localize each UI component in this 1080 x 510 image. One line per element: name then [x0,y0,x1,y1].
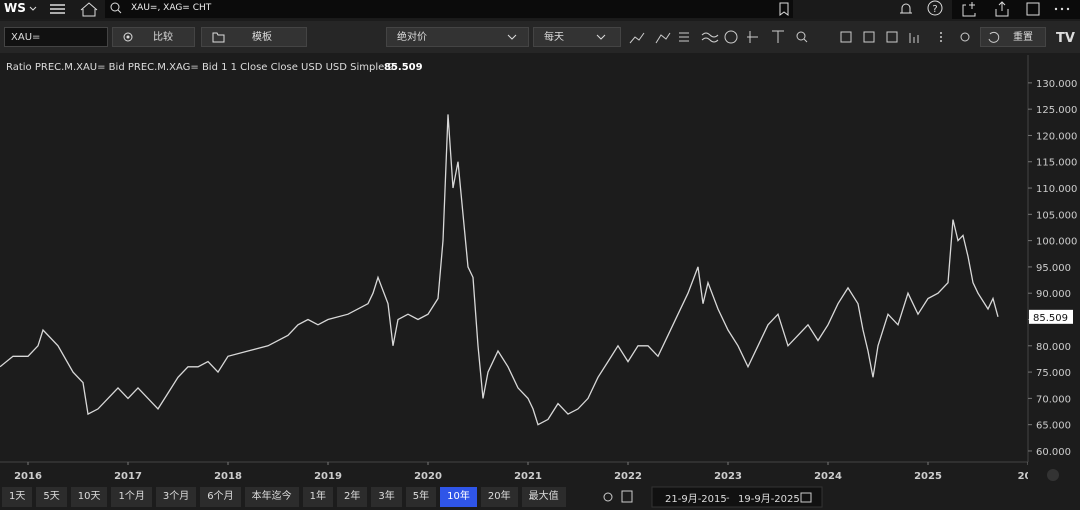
range-button[interactable]: 10天 [70,487,108,507]
range-button[interactable]: 1天 [2,487,33,507]
chart-background [0,55,1080,486]
y-tick-label: 60.000 [1036,447,1071,458]
last-value-label: 85.509 [1033,313,1068,324]
top-bar: WS ? XAU=, XAG= CHT [0,0,1080,19]
y-tick-label: 80.000 [1036,342,1071,353]
x-tick-label: 2022 [614,471,642,482]
last-value-tag [1029,309,1073,324]
top-icons: ? [29,0,1080,19]
y-tick-label: 100.000 [1036,237,1077,248]
y-tick-label: 65.000 [1036,421,1071,432]
y-tick-label: 130.000 [1036,79,1077,90]
symbol-input[interactable]: XAU= [4,27,108,47]
svg-text:TV: TV [1056,31,1075,46]
range-button[interactable]: 5年 [405,487,437,507]
range-button[interactable]: 3年 [371,487,402,507]
series-legend: Ratio PREC.M.XAU= Bid PREC.M.XAG= Bid 1 … [6,62,394,73]
logo[interactable]: WS [4,1,26,15]
interval-select[interactable]: 每天 [533,27,621,47]
date-controls: - [603,486,823,508]
range-button[interactable]: 最大值 [521,487,566,507]
axis-settings[interactable] [1047,469,1059,481]
y-tick-label: 125.000 [1036,105,1077,116]
x-tick-label: 2017 [114,471,142,482]
range-button[interactable]: 5天 [36,487,67,507]
y-tick-label: 105.000 [1036,210,1077,221]
price-type-select[interactable]: 绝对价 [386,27,529,47]
y-tick-label: 110.000 [1036,184,1077,195]
range-button[interactable]: 20年 [480,487,518,507]
range-button[interactable]: 本年迄今 [244,487,299,507]
x-tick-label: 2024 [814,471,842,482]
y-tick-label: 95.000 [1036,263,1071,274]
search-text[interactable]: XAU=, XAG= CHT [131,3,212,13]
range-button[interactable]: 1年 [302,487,333,507]
y-tick-label: 115.000 [1036,158,1077,169]
range-button[interactable]: 1个月 [111,487,152,507]
x-tick-label: 2019 [314,471,342,482]
compare-button[interactable]: 比较 [112,27,195,47]
template-button[interactable]: 模板 [201,27,307,47]
x-tick-label: 2023 [714,471,742,482]
date-end[interactable]: 19-9月-2025 [738,494,800,505]
x-tick-label: 2018 [214,471,242,482]
x-tick-label: 2021 [514,471,542,482]
x-tick-label: 2016 [14,471,42,482]
chart: Ratio PREC.M.XAU= Bid PREC.M.XAG= Bid 1 … [0,55,1080,486]
svg-text:-: - [726,493,730,504]
date-start[interactable]: 21-9月-2015 [665,494,727,505]
y-tick-label: 90.000 [1036,289,1071,300]
x-tick-label: 202 [1018,471,1039,482]
svg-text:?: ? [932,4,937,15]
range-button[interactable]: 6个月 [200,487,241,507]
y-tick-label: 120.000 [1036,131,1077,142]
y-tick-label: 70.000 [1036,394,1071,405]
x-tick-label: 2020 [414,471,442,482]
y-tick-label: 75.000 [1036,368,1071,379]
range-buttons: 1天 5天 10天 1个月 3个月 6个月 本年迄今 1年 2年 3年 5年 10年 20年 最大值 [2,487,566,507]
toolbar-icons: TV [123,30,1075,46]
x-tick-label: 2025 [914,471,942,482]
range-button[interactable]: 10年 [440,487,477,507]
legend-value: 85.509 [384,62,423,73]
range-button[interactable]: 2年 [336,487,368,507]
price-line [0,114,999,426]
range-button[interactable]: 3个月 [155,487,197,507]
toolbar: XAU= 比较 模板 绝对价 每天 重置 TV [0,21,1080,53]
